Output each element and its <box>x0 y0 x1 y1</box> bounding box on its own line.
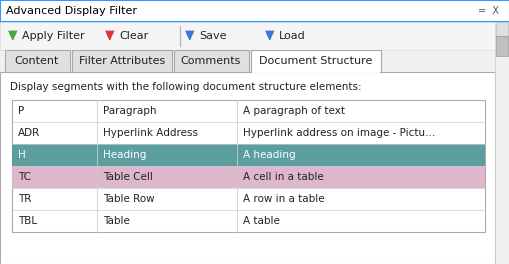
Text: TR: TR <box>18 194 32 204</box>
Text: A cell in a table: A cell in a table <box>242 172 323 182</box>
Text: TBL: TBL <box>18 216 37 226</box>
Bar <box>0 0 509 22</box>
Text: ▼: ▼ <box>185 28 194 41</box>
Text: Hyperlink address on image - Pictu...: Hyperlink address on image - Pictu... <box>242 128 434 138</box>
Text: Filter Attributes: Filter Attributes <box>79 56 165 66</box>
Bar <box>0 72 494 264</box>
Text: Paragraph: Paragraph <box>103 106 156 116</box>
Text: Load: Load <box>278 31 305 41</box>
Text: Document Structure: Document Structure <box>259 56 372 66</box>
Text: A heading: A heading <box>242 150 295 160</box>
Text: H: H <box>18 150 25 160</box>
Text: ADR: ADR <box>18 128 40 138</box>
Text: =  X: = X <box>477 6 498 16</box>
Bar <box>251 71 379 73</box>
Text: Advanced Display Filter: Advanced Display Filter <box>6 6 137 16</box>
Text: A paragraph of text: A paragraph of text <box>242 106 344 116</box>
Text: Table Row: Table Row <box>103 194 154 204</box>
Text: TC: TC <box>18 172 31 182</box>
Text: P: P <box>18 106 24 116</box>
Text: Apply Filter: Apply Filter <box>22 31 84 41</box>
Bar <box>12 166 484 188</box>
Bar <box>495 36 507 56</box>
Text: Table Cell: Table Cell <box>103 172 153 182</box>
Text: A table: A table <box>242 216 279 226</box>
Bar <box>12 144 484 166</box>
Text: ▼: ▼ <box>265 28 274 41</box>
Bar <box>494 22 508 264</box>
Text: ▼: ▼ <box>105 28 115 41</box>
Text: Save: Save <box>199 31 226 41</box>
Text: Comments: Comments <box>181 56 241 66</box>
Text: Table: Table <box>103 216 130 226</box>
Text: ▼: ▼ <box>8 28 18 41</box>
Text: Hyperlink Address: Hyperlink Address <box>103 128 197 138</box>
Text: A row in a table: A row in a table <box>242 194 324 204</box>
Bar <box>250 50 380 72</box>
Text: Heading: Heading <box>103 150 146 160</box>
Text: Content: Content <box>15 56 59 66</box>
Bar <box>495 22 507 36</box>
Bar <box>174 50 248 72</box>
Bar <box>72 50 172 72</box>
Text: Display segments with the following document structure elements:: Display segments with the following docu… <box>10 82 361 92</box>
Bar <box>5 50 70 72</box>
Bar <box>0 22 509 50</box>
Text: Clear: Clear <box>119 31 148 41</box>
Bar <box>12 100 484 232</box>
